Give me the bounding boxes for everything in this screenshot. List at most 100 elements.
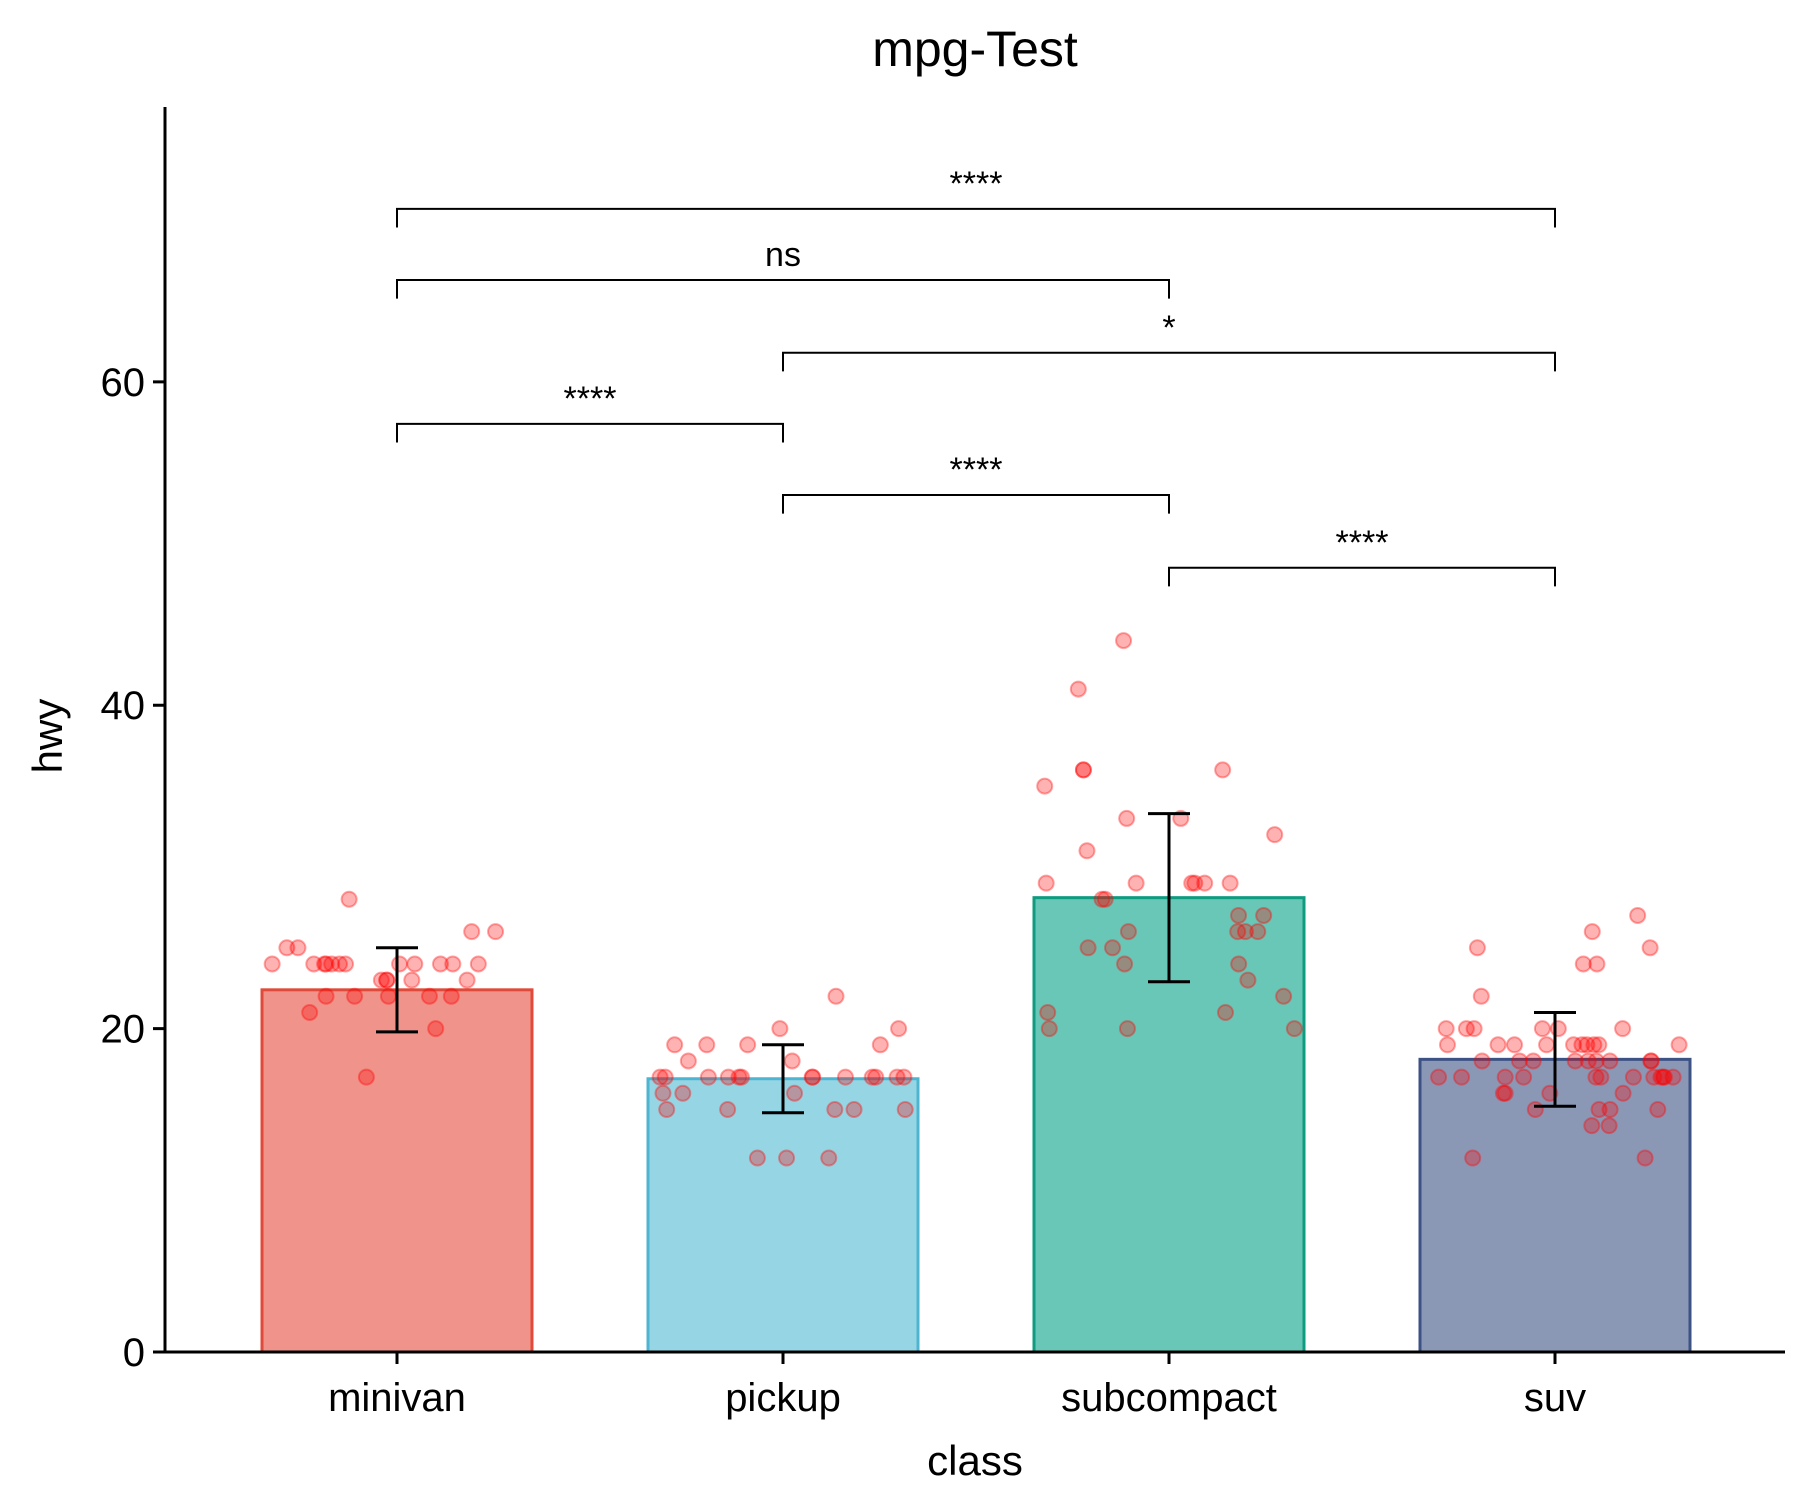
data-point bbox=[804, 1068, 822, 1086]
data-point bbox=[1096, 890, 1114, 908]
data-point bbox=[1614, 1084, 1632, 1102]
data-point bbox=[1649, 1100, 1667, 1118]
data-point bbox=[1093, 890, 1111, 908]
data-point bbox=[1585, 1036, 1603, 1054]
data-point bbox=[1590, 1100, 1608, 1118]
data-point bbox=[444, 955, 462, 973]
bar-pickup bbox=[646, 1077, 920, 1354]
data-point bbox=[1645, 1068, 1663, 1086]
x-axis-label: class bbox=[927, 1437, 1023, 1484]
x-tick-label: minivan bbox=[328, 1376, 466, 1420]
data-point bbox=[820, 1149, 838, 1167]
data-point bbox=[1624, 1068, 1642, 1086]
data-point bbox=[699, 1068, 717, 1086]
data-point bbox=[391, 955, 409, 973]
data-point bbox=[1118, 809, 1136, 827]
significance-label: **** bbox=[950, 451, 1003, 489]
significance-bracket bbox=[396, 207, 1556, 228]
data-point bbox=[1496, 1068, 1514, 1086]
data-point bbox=[719, 1068, 737, 1086]
data-point bbox=[1642, 1052, 1660, 1070]
data-point bbox=[1453, 1068, 1471, 1086]
data-point bbox=[379, 987, 397, 1005]
significance-bracket bbox=[396, 422, 784, 443]
significance-bracket bbox=[396, 279, 1170, 299]
data-point bbox=[1664, 1068, 1682, 1086]
data-point bbox=[679, 1052, 697, 1070]
data-point bbox=[1587, 1052, 1605, 1070]
data-point bbox=[1221, 874, 1239, 892]
data-point bbox=[748, 1149, 766, 1167]
x-tick-label: suv bbox=[1524, 1376, 1586, 1420]
data-point bbox=[289, 939, 307, 957]
data-point bbox=[1590, 1036, 1608, 1054]
data-point bbox=[871, 1036, 889, 1054]
data-point bbox=[1074, 761, 1092, 779]
data-point bbox=[658, 1100, 676, 1118]
data-point bbox=[1468, 939, 1486, 957]
y-axis-label: hwy bbox=[24, 699, 71, 774]
data-point bbox=[666, 1036, 684, 1054]
data-point bbox=[406, 955, 424, 973]
data-point bbox=[357, 1068, 375, 1086]
data-point bbox=[1437, 1020, 1455, 1038]
data-point bbox=[778, 1149, 796, 1167]
significance-bracket bbox=[782, 351, 1556, 372]
data-point bbox=[427, 1020, 445, 1038]
data-point bbox=[1579, 1052, 1597, 1070]
data-point bbox=[651, 1068, 669, 1086]
data-point bbox=[1526, 1100, 1544, 1118]
data-point bbox=[1464, 1149, 1482, 1167]
data-point bbox=[1641, 939, 1659, 957]
data-point bbox=[340, 890, 358, 908]
data-point bbox=[1236, 923, 1254, 941]
data-point bbox=[1069, 680, 1087, 698]
data-point bbox=[487, 923, 505, 941]
data-point bbox=[316, 955, 334, 973]
data-point bbox=[739, 1036, 757, 1054]
data-point bbox=[1587, 1068, 1605, 1086]
data-point bbox=[1655, 1068, 1673, 1086]
chart-title: mpg-Test bbox=[872, 21, 1078, 77]
data-point bbox=[346, 987, 364, 1005]
data-point bbox=[403, 971, 421, 989]
data-point bbox=[1583, 923, 1601, 941]
significance-label: **** bbox=[564, 380, 617, 418]
plot-area: 0 20 40 60 minivan pickup subcompact suv **** ns *… bbox=[101, 107, 1785, 1420]
data-point bbox=[1515, 1068, 1533, 1086]
data-point bbox=[463, 923, 481, 941]
data-point bbox=[323, 955, 341, 973]
data-point bbox=[1601, 1052, 1619, 1070]
data-point bbox=[1642, 1052, 1660, 1070]
data-point bbox=[1549, 1020, 1567, 1038]
data-point bbox=[1636, 1149, 1654, 1167]
data-point bbox=[1652, 1068, 1670, 1086]
data-point bbox=[1249, 923, 1267, 941]
y-tick-label: 20 bbox=[101, 1008, 146, 1052]
data-point bbox=[836, 1068, 854, 1086]
data-point bbox=[1494, 1084, 1512, 1102]
data-point bbox=[1588, 955, 1606, 973]
data-point bbox=[1239, 971, 1257, 989]
data-point bbox=[1510, 1052, 1528, 1070]
data-point bbox=[1506, 1036, 1524, 1054]
data-point bbox=[337, 955, 355, 973]
data-point bbox=[1036, 777, 1054, 795]
data-point bbox=[896, 1100, 914, 1118]
data-point bbox=[1266, 826, 1284, 844]
data-point bbox=[1654, 1068, 1672, 1086]
data-point bbox=[771, 1020, 789, 1038]
significance-label: ns bbox=[765, 236, 801, 274]
x-tick-label: subcompact bbox=[1061, 1376, 1277, 1420]
data-point bbox=[1566, 1052, 1584, 1070]
data-point bbox=[1229, 923, 1247, 941]
data-point bbox=[1074, 761, 1092, 779]
data-point bbox=[1578, 1036, 1596, 1054]
data-point bbox=[469, 955, 487, 973]
data-point bbox=[845, 1100, 863, 1118]
data-point bbox=[895, 1068, 913, 1086]
data-point bbox=[420, 987, 438, 1005]
data-point bbox=[1183, 874, 1201, 892]
data-point bbox=[783, 1052, 801, 1070]
